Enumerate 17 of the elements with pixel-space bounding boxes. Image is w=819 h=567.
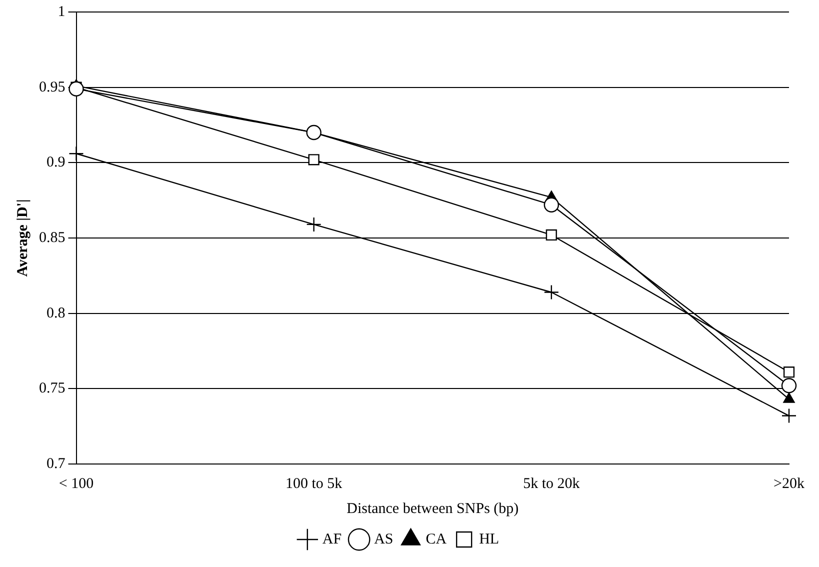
legend-label: CA xyxy=(426,531,447,548)
legend-label: AF xyxy=(322,531,342,548)
y-tick-label: 0.9 xyxy=(46,154,66,171)
y-tick-label: 0.8 xyxy=(46,305,66,322)
x-tick-label: < 100 xyxy=(58,476,94,492)
y-axis-title: Average |D'| xyxy=(14,199,31,277)
legend-label: HL xyxy=(479,531,500,548)
y-tick-label: 0.75 xyxy=(39,380,66,397)
y-tick-label: 1 xyxy=(58,4,66,20)
y-tick-label: 0.95 xyxy=(39,79,66,96)
y-tick-label: 0.7 xyxy=(46,456,66,472)
x-tick-label: 100 to 5k xyxy=(285,476,343,492)
y-tick-label: 0.85 xyxy=(39,230,66,246)
x-tick-label: >20k xyxy=(774,476,805,492)
legend-label: AS xyxy=(374,531,394,548)
x-tick-label: 5k to 20k xyxy=(523,476,580,492)
x-axis-title: Distance between SNPs (bp) xyxy=(346,500,519,517)
